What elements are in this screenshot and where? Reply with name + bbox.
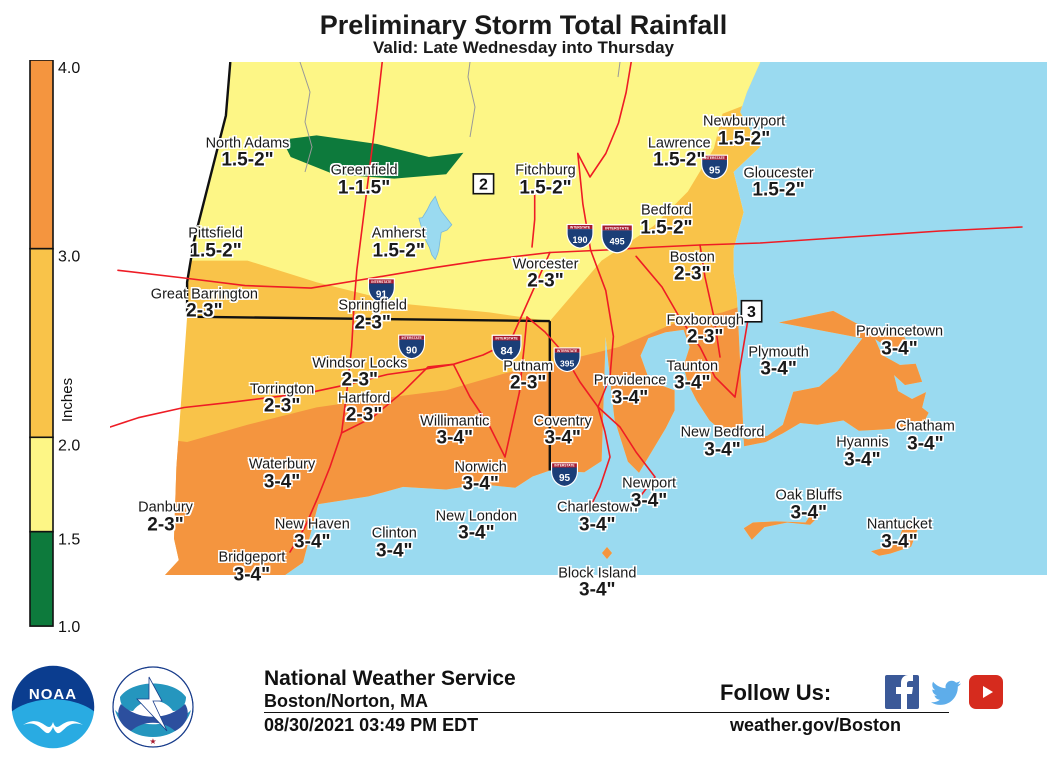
svg-text:3.0: 3.0 bbox=[58, 249, 80, 266]
svg-text:95: 95 bbox=[559, 473, 571, 484]
svg-text:90: 90 bbox=[406, 346, 418, 357]
svg-text:495: 495 bbox=[610, 237, 625, 247]
svg-text:2: 2 bbox=[479, 177, 488, 194]
svg-text:84: 84 bbox=[500, 346, 513, 358]
svg-text:1.0: 1.0 bbox=[58, 619, 80, 636]
svg-text:190: 190 bbox=[572, 235, 587, 245]
svg-text:Inches: Inches bbox=[59, 378, 76, 422]
svg-text:2.0: 2.0 bbox=[58, 437, 80, 454]
svg-text:91: 91 bbox=[376, 290, 388, 301]
svg-text:95: 95 bbox=[709, 166, 721, 177]
svg-text:4.0: 4.0 bbox=[58, 60, 80, 77]
svg-text:3: 3 bbox=[747, 304, 756, 321]
svg-text:395: 395 bbox=[560, 359, 574, 369]
svg-text:1.5: 1.5 bbox=[58, 532, 80, 549]
